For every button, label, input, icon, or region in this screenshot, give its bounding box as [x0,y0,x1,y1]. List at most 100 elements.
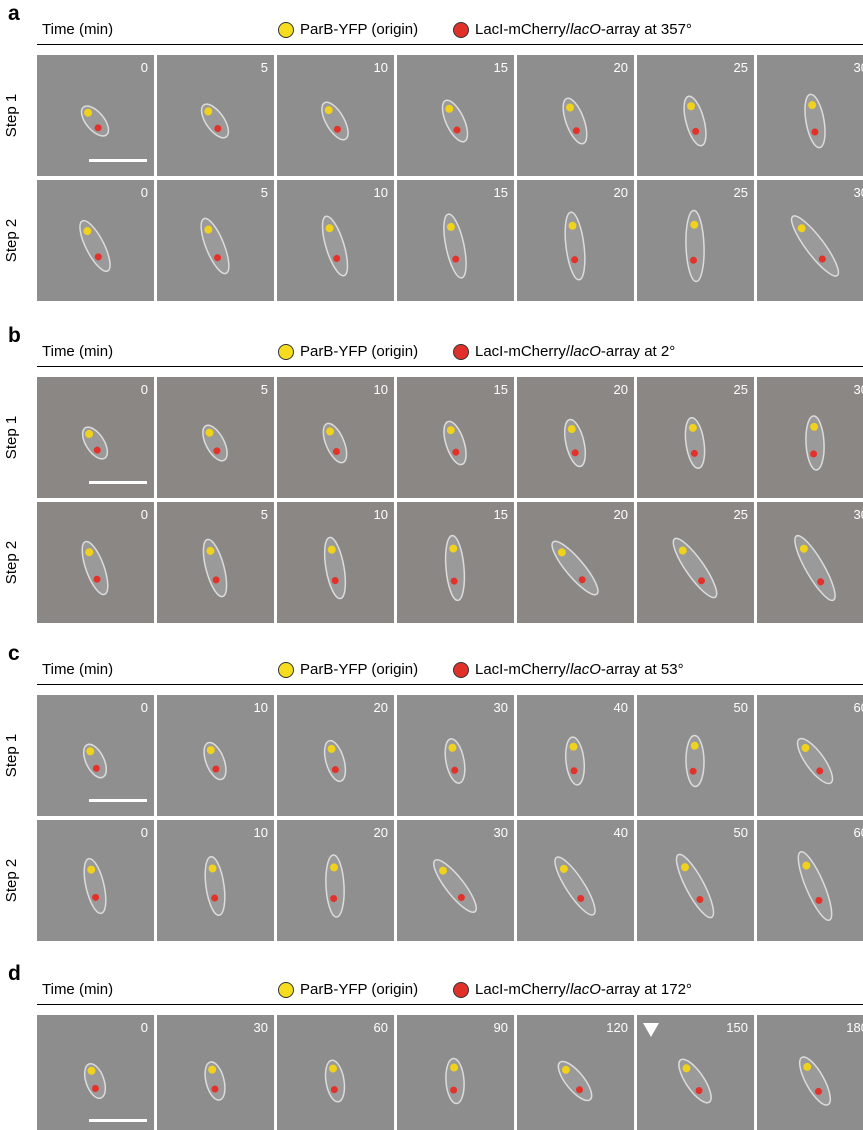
legend-origin: ParB-YFP (origin) [300,21,418,38]
legend-text: lacO [570,21,601,38]
micrograph: 5 [157,377,274,498]
row-label: Step 2 [3,820,20,941]
micrograph: 30 [757,180,863,301]
time-value: 30 [854,60,863,75]
time-value: 0 [141,700,148,715]
legend-array: LacI-mCherry/lacO-array at 357° [475,21,692,38]
time-value: 150 [726,1020,748,1035]
micrograph: 150 [637,1015,754,1130]
panel-label: d [8,962,21,986]
time-value: 5 [261,382,268,397]
row-label: Step 2 [3,180,20,301]
micrograph: 20 [517,377,634,498]
micrograph: 0 [37,695,154,816]
time-value: 20 [374,825,388,840]
legend-text: -array at 2° [601,343,675,360]
micrograph: 60 [757,820,863,941]
legend-text: lacO [570,661,601,678]
micrograph: 50 [637,820,754,941]
cell [37,502,154,623]
time-value: 120 [606,1020,628,1035]
time-value: 20 [614,507,628,522]
micrograph: 30 [757,55,863,176]
micrograph: 0 [37,820,154,941]
micrograph: 0 [37,502,154,623]
micrograph: 25 [637,180,754,301]
legend-swatch [278,22,294,38]
micrograph: 25 [637,377,754,498]
micrograph: 30 [397,820,514,941]
time-value: 20 [614,382,628,397]
micrograph: 5 [157,180,274,301]
time-value: 30 [854,382,863,397]
micrograph: 10 [277,377,394,498]
micrograph: 60 [757,695,863,816]
time-value: 60 [854,825,863,840]
time-value: 10 [374,60,388,75]
legend-text: -array at 172° [601,981,692,998]
time-value: 40 [614,700,628,715]
legend-array: LacI-mCherry/lacO-array at 172° [475,981,692,998]
legend-swatch [453,344,469,360]
cell [157,377,274,498]
time-value: 15 [494,185,508,200]
time-value: 30 [854,185,863,200]
micrograph: 15 [397,377,514,498]
time-value: 0 [141,185,148,200]
micrograph: 10 [277,55,394,176]
panel: cTime (min)ParB-YFP (origin)LacI-mCherry… [0,640,863,810]
time-value: 30 [494,825,508,840]
header-rule [37,684,863,685]
cell [757,377,863,498]
time-value: 5 [261,60,268,75]
time-value: 5 [261,507,268,522]
legend-text: lacO [570,343,601,360]
time-value: 15 [494,60,508,75]
time-value: 25 [734,382,748,397]
micrograph: 10 [157,695,274,816]
legend-text: LacI-mCherry/ [475,981,570,998]
time-value: 50 [734,825,748,840]
micrograph: 10 [277,502,394,623]
time-value: 0 [141,825,148,840]
micrograph: 30 [757,377,863,498]
micrograph: 15 [397,502,514,623]
header-rule [37,44,863,45]
cell [757,180,863,301]
cell [37,377,154,498]
legend-origin: ParB-YFP (origin) [300,343,418,360]
time-value: 30 [254,1020,268,1035]
legend-text: -array at 53° [601,661,684,678]
micrograph: 60 [277,1015,394,1130]
header-rule [37,1004,863,1005]
micrograph: 0 [37,1015,154,1130]
micrograph: 50 [637,695,754,816]
time-label: Time (min) [42,981,113,998]
cell [37,695,154,816]
micrograph: 10 [157,820,274,941]
legend-swatch [278,344,294,360]
cell [37,1015,154,1130]
cell [157,502,274,623]
micrograph: 180 [757,1015,863,1130]
micrograph: 40 [517,820,634,941]
legend-swatch [453,662,469,678]
legend-array: LacI-mCherry/lacO-array at 2° [475,343,675,360]
cell [757,502,863,623]
legend-swatch [278,662,294,678]
time-label: Time (min) [42,661,113,678]
header-rule [37,366,863,367]
time-value: 25 [734,60,748,75]
micrograph: 5 [157,502,274,623]
panel: aTime (min)ParB-YFP (origin)LacI-mCherry… [0,0,863,170]
micrograph: 90 [397,1015,514,1130]
micrograph: 20 [517,502,634,623]
cell [757,55,863,176]
row-label: Step 2 [3,502,20,623]
time-value: 180 [846,1020,863,1035]
legend-array: LacI-mCherry/lacO-array at 53° [475,661,684,678]
figure: aTime (min)ParB-YFP (origin)LacI-mCherry… [0,0,863,1130]
row-label: Step 1 [3,55,20,176]
